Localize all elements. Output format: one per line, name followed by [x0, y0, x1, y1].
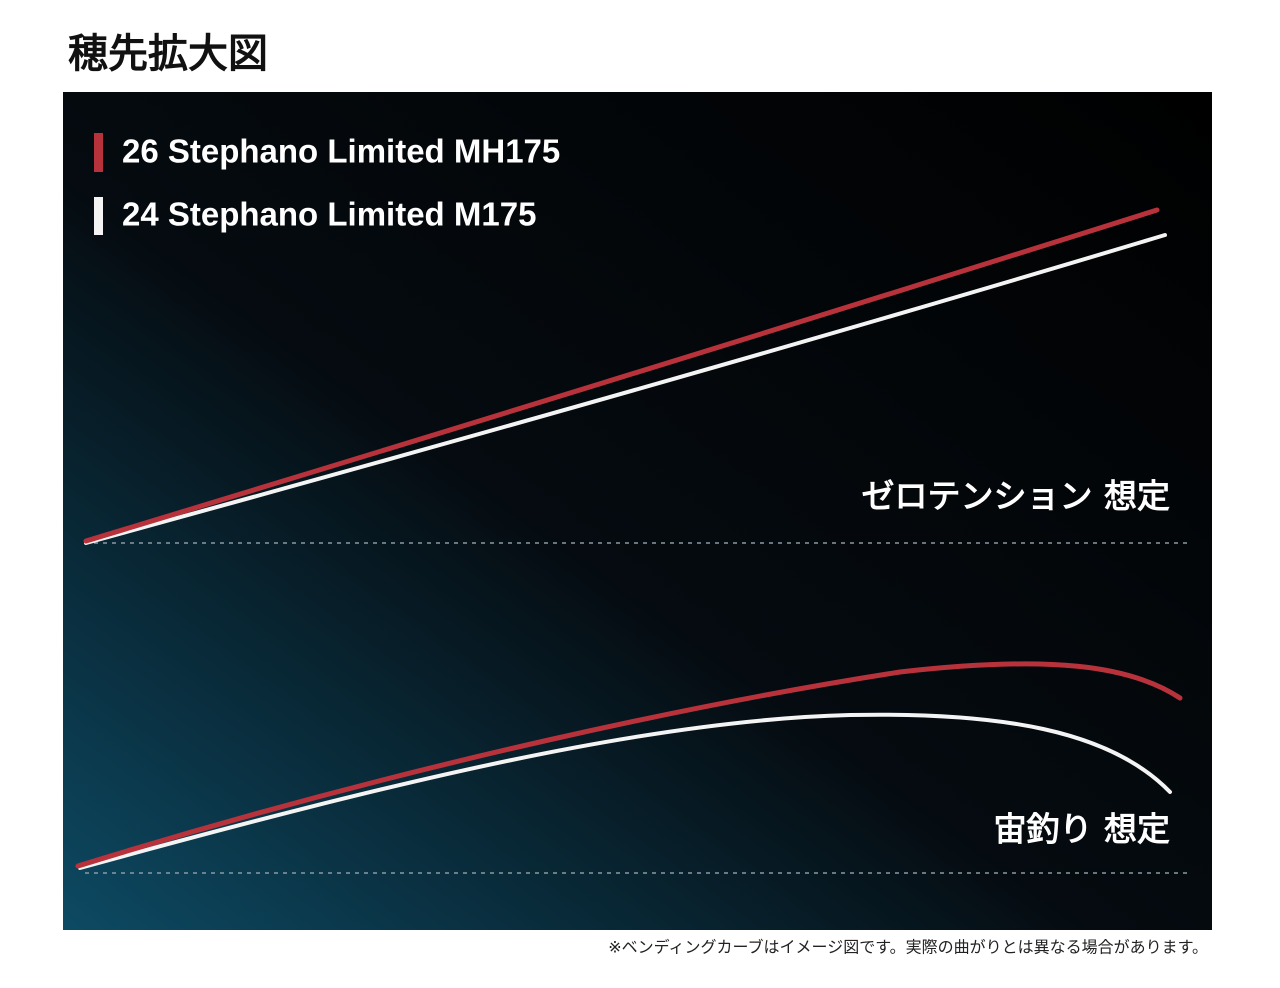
case-label: 宙釣り 想定: [994, 810, 1171, 849]
legend-label: 26 Stephano Limited MH175: [122, 133, 560, 170]
curve-mh175: [75, 661, 1183, 869]
legend-swatch: [94, 133, 103, 172]
curve-mh175: [83, 207, 1160, 544]
curve-m175: [78, 712, 1172, 870]
curve-m175: [84, 233, 1167, 545]
case-label: ゼロテンション 想定: [862, 477, 1171, 516]
title: 穂先拡大図: [68, 31, 268, 77]
panel: [63, 92, 1212, 930]
footnote: ※ベンディングカーブはイメージ図です。実際の曲がりとは異なる場合があります。: [608, 938, 1208, 957]
legend-swatch: [94, 197, 103, 235]
legend-label: 24 Stephano Limited M175: [122, 196, 536, 233]
